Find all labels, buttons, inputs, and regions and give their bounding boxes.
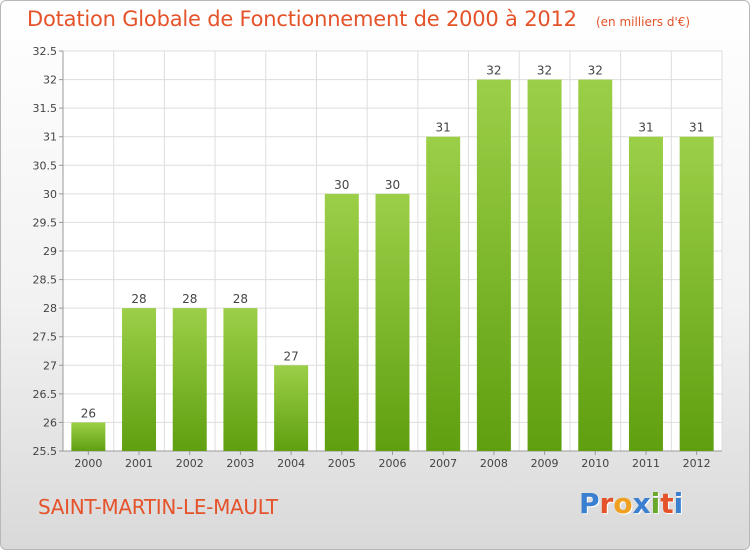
y-tick-label: 31	[43, 131, 57, 144]
bar	[375, 193, 410, 451]
x-tick-label: 2001	[125, 457, 153, 470]
bar	[679, 136, 714, 451]
logo-letter: x	[632, 487, 651, 520]
data-label: 32	[537, 64, 552, 78]
x-tick-label: 2009	[531, 457, 559, 470]
x-tick-label: 2005	[328, 457, 356, 470]
title-row: Dotation Globale de Fonctionnement de 20…	[27, 7, 690, 31]
bar	[122, 308, 157, 451]
x-tick-label: 2002	[176, 457, 204, 470]
data-label: 30	[334, 178, 349, 192]
y-tick-label: 26	[43, 416, 57, 429]
logo-letter: i	[650, 487, 661, 520]
x-tick-label: 2004	[277, 457, 305, 470]
logo-letter: o	[613, 487, 633, 520]
data-label: 32	[486, 64, 501, 78]
chart-title: Dotation Globale de Fonctionnement de 20…	[27, 7, 577, 31]
y-tick-label: 28.5	[33, 274, 58, 287]
bar	[578, 79, 613, 452]
data-label: 28	[131, 292, 146, 306]
y-tick-label: 27.5	[33, 331, 58, 344]
y-tick-label: 32	[43, 74, 57, 87]
bar	[172, 308, 207, 451]
bar	[426, 136, 461, 451]
y-tick-label: 29	[43, 245, 57, 258]
x-tick-label: 2000	[74, 457, 102, 470]
x-tick-label: 2011	[632, 457, 660, 470]
y-tick-label: 32.5	[33, 45, 58, 58]
logo-letter: i	[673, 487, 684, 520]
data-label: 26	[81, 406, 96, 420]
chart-unit: (en milliers d'€)	[595, 15, 691, 29]
logo-letter: t	[660, 487, 674, 520]
data-label: 31	[638, 121, 653, 135]
data-label: 28	[233, 292, 248, 306]
data-label: 32	[588, 64, 603, 78]
bar	[274, 365, 309, 451]
bar	[324, 193, 359, 451]
bar	[527, 79, 562, 452]
x-tick-label: 2012	[683, 457, 711, 470]
data-label: 28	[182, 292, 197, 306]
x-tick-label: 2008	[480, 457, 508, 470]
y-tick-label: 31.5	[33, 102, 58, 115]
proxiti-logo: Proxiti	[579, 487, 683, 520]
y-tick-label: 30	[43, 188, 57, 201]
y-tick-label: 28	[43, 302, 57, 315]
x-tick-label: 2003	[226, 457, 254, 470]
y-tick-label: 27	[43, 359, 57, 372]
data-label: 31	[689, 121, 704, 135]
x-tick-label: 2007	[429, 457, 457, 470]
data-label: 30	[385, 178, 400, 192]
commune-name: SAINT-MARTIN-LE-MAULT	[38, 495, 278, 519]
bar	[476, 79, 511, 452]
x-tick-label: 2006	[379, 457, 407, 470]
data-label: 27	[283, 349, 298, 363]
logo-letter: r	[599, 487, 614, 520]
data-label: 31	[436, 121, 451, 135]
x-tick-label: 2010	[581, 457, 609, 470]
bar	[71, 422, 106, 451]
y-tick-label: 25.5	[33, 445, 58, 458]
logo-letter: P	[579, 487, 600, 520]
bar	[628, 136, 663, 451]
bar	[223, 308, 258, 451]
y-tick-label: 26.5	[33, 388, 58, 401]
y-tick-label: 29.5	[33, 216, 58, 229]
y-tick-label: 30.5	[33, 159, 58, 172]
